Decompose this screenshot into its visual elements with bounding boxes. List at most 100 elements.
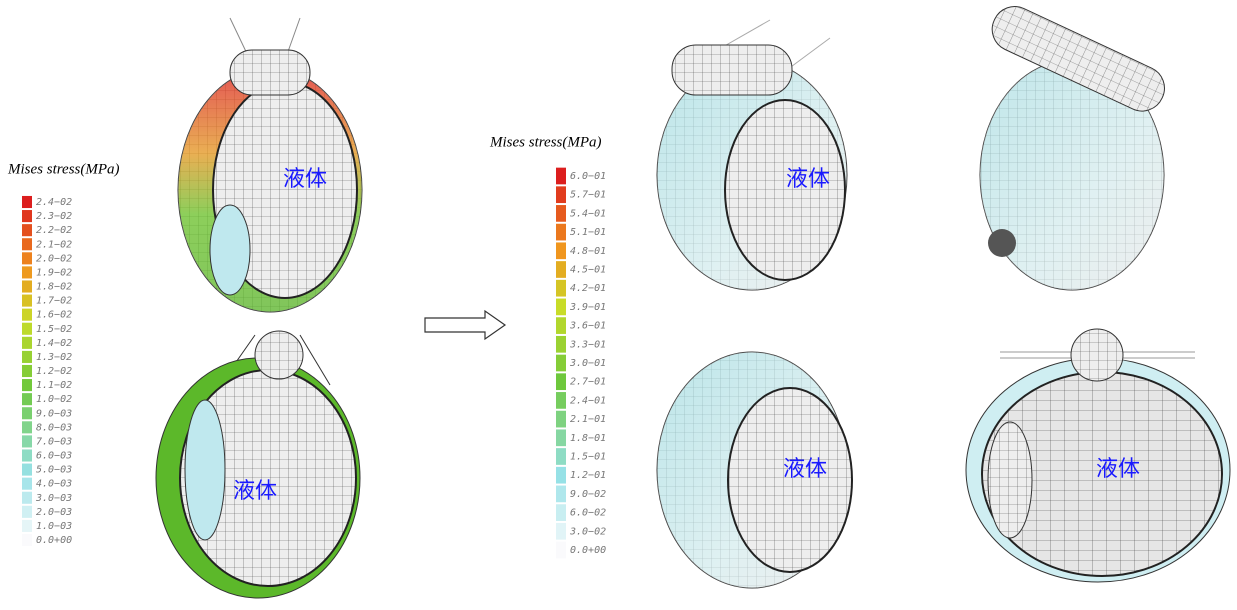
legend-tick-label: 2.2−02 <box>36 225 72 236</box>
legend-swatch <box>22 379 32 391</box>
legend-tick-label: 3.9−01 <box>569 302 606 313</box>
legend-tick-label: 5.1−01 <box>570 227 606 238</box>
legend-title: Mises stress(MPa) <box>489 134 602 150</box>
legend-tick-label: 3.3−01 <box>569 339 606 350</box>
legend-tick-label: 2.7−01 <box>570 377 606 388</box>
legend-swatch <box>22 520 32 532</box>
legend-swatch <box>556 317 566 334</box>
fluid-label: 液体 <box>786 167 830 192</box>
legend-tick-label: 1.5−01 <box>570 452 606 463</box>
legend-swatch <box>556 186 566 203</box>
legend-swatch <box>556 242 566 259</box>
legend-tick-label: 8.0−03 <box>36 422 72 433</box>
legend-tick-label: 1.2−01 <box>570 470 606 481</box>
fluid-label: 液体 <box>233 479 277 504</box>
fluid-label: 液体 <box>283 167 327 192</box>
legend-tick-label: 2.4−02 <box>36 197 72 208</box>
legend-title: Mises stress(MPa) <box>7 161 120 177</box>
legend-swatch <box>22 492 32 504</box>
legend-swatch <box>556 280 566 297</box>
legend-swatch <box>556 448 566 465</box>
legend-tick-label: 1.1−02 <box>36 380 72 391</box>
model-right-2 <box>980 0 1172 290</box>
legend-tick-label: 1.9−02 <box>36 267 72 278</box>
fluid-label: 液体 <box>1096 457 1140 482</box>
legend-tick-label: 3.0−02 <box>569 526 606 537</box>
legend-tick-label: 5.4−01 <box>570 208 606 219</box>
legend-swatch <box>556 355 566 372</box>
legend-swatch <box>556 205 566 222</box>
legend-swatch <box>22 210 32 222</box>
legend-tick-label: 2.3−02 <box>36 211 72 222</box>
legend-tick-label: 1.0−03 <box>36 521 72 532</box>
legend-swatch <box>22 224 32 236</box>
legend-swatch <box>556 373 566 390</box>
legend-swatch <box>22 365 32 377</box>
legend-swatch <box>556 523 566 540</box>
legend-swatch <box>22 309 32 321</box>
legend-swatch <box>22 351 32 363</box>
legend-tick-label: 4.5−01 <box>570 265 606 276</box>
legend-tick-label: 5.0−03 <box>36 465 72 476</box>
legend-tick-label: 6.0−01 <box>570 171 606 182</box>
legend-swatch <box>556 542 566 559</box>
legend-swatch <box>22 337 32 349</box>
arrow <box>425 311 505 339</box>
legend-tick-label: 1.2−02 <box>36 366 72 377</box>
legend-tick-label: 1.5−02 <box>36 324 72 335</box>
legend-swatch <box>556 429 566 446</box>
legend-tick-label: 3.0−01 <box>569 358 606 369</box>
legend-swatch <box>22 266 32 278</box>
model-right-1 <box>657 20 847 290</box>
figure: Mises stress(MPa) 2.4−02 2.3−02 2.2−02 2.1−0… <box>0 0 1237 610</box>
legend-tick-label: 4.8−01 <box>570 246 606 257</box>
legend-tick-label: 2.0−02 <box>36 253 72 264</box>
legend-swatch <box>556 486 566 503</box>
legend-swatch <box>556 504 566 521</box>
legend-swatch <box>556 261 566 278</box>
model-left-top <box>178 18 362 312</box>
legend-swatch <box>556 392 566 409</box>
legend-swatch <box>22 421 32 433</box>
legend-swatch <box>22 435 32 447</box>
legend-swatch <box>22 407 32 419</box>
legend-tick-label: 9.0−02 <box>570 489 606 500</box>
legend-swatch <box>22 449 32 461</box>
legend-tick-label: 3.0−03 <box>35 493 72 504</box>
legend-tick-label: 7.0−03 <box>36 436 72 447</box>
legend-tick-label: 1.0−02 <box>36 394 72 405</box>
legend-swatch <box>22 478 32 490</box>
legend-tick-label: 6.0−03 <box>36 451 72 462</box>
legend-tick-label: 3.6−01 <box>569 321 606 332</box>
legend-tick-label: 4.0−03 <box>36 479 72 490</box>
legend-tick-label: 0.0+00 <box>570 545 606 556</box>
legend-tick-label: 1.6−02 <box>36 310 72 321</box>
legend-swatch <box>22 534 32 546</box>
legend-tick-label: 1.7−02 <box>36 296 72 307</box>
legend-swatch <box>556 411 566 428</box>
legend-swatch <box>22 323 32 335</box>
legend-swatch <box>556 168 566 185</box>
legend-swatch <box>556 224 566 241</box>
legend-tick-label: 1.3−02 <box>36 352 72 363</box>
legend-swatch <box>22 238 32 250</box>
model-right-4 <box>966 329 1230 582</box>
legend-tick-label: 6.0−02 <box>570 508 606 519</box>
legend-swatch <box>22 506 32 518</box>
legend-tick-label: 9.0−03 <box>36 408 72 419</box>
fluid-label: 液体 <box>783 457 827 482</box>
legend-swatch <box>556 467 566 484</box>
legend-swatch <box>22 196 32 208</box>
legend-swatch <box>22 280 32 292</box>
legend-tick-label: 1.8−02 <box>36 282 72 293</box>
legend-swatch <box>22 295 32 307</box>
legend-swatch <box>556 336 566 353</box>
legend-tick-label: 2.4−01 <box>570 395 606 406</box>
legend-swatch <box>22 252 32 264</box>
legend-tick-label: 1.8−01 <box>570 433 606 444</box>
legend-swatch <box>556 299 566 316</box>
legend-tick-label: 2.1−02 <box>36 239 72 250</box>
legend-tick-label: 0.0+00 <box>36 535 72 546</box>
legend-swatch <box>22 393 32 405</box>
legend-swatch <box>22 464 32 476</box>
